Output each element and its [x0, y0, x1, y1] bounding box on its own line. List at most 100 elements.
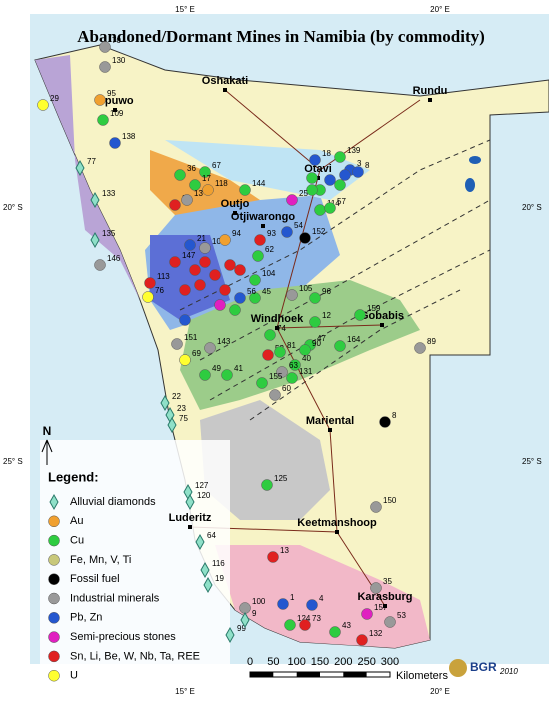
- scale-label: 150: [311, 656, 329, 668]
- mine-label: 106: [212, 237, 226, 246]
- mine-label: 64: [207, 531, 216, 540]
- mine-label: 127: [195, 481, 209, 490]
- town-label: Otavi: [304, 163, 332, 175]
- legend-symbol: [48, 650, 60, 663]
- legend-symbol: [48, 669, 60, 682]
- mine-cu: [264, 329, 276, 341]
- mine-pb: [352, 166, 364, 178]
- legend-symbol: [48, 554, 60, 566]
- town-label: Rundu: [413, 85, 448, 97]
- mine-label: 151: [184, 333, 198, 342]
- mine-semi: [286, 194, 298, 206]
- mine-pb: [339, 169, 351, 181]
- mine-cu: [306, 172, 318, 184]
- pans: [465, 156, 481, 192]
- mine-dia: [90, 191, 100, 209]
- mine-cu: [334, 179, 346, 191]
- mine-sn: [267, 551, 279, 563]
- mine-fossil: [379, 416, 391, 428]
- mine-label: 100: [252, 597, 266, 606]
- mine-sn: [189, 264, 201, 276]
- mine-label: 13: [280, 546, 289, 555]
- legend-symbol: [48, 631, 60, 643]
- mine-label: 81: [287, 341, 296, 350]
- town-label: Luderitz: [169, 512, 212, 524]
- mine-label: 105: [299, 284, 313, 293]
- mine-label: 138: [122, 132, 136, 141]
- legend-symbol: [48, 534, 60, 547]
- town-label: Otjiwarongo: [231, 211, 295, 223]
- mine-cu: [252, 250, 264, 262]
- mine-label: 144: [252, 179, 266, 188]
- lat-label: 20° S: [3, 203, 23, 212]
- mine-label: 150: [383, 496, 397, 505]
- mine-ind: [414, 342, 426, 354]
- legend-symbol: [48, 612, 60, 624]
- town-label: Gobabis: [360, 310, 404, 322]
- mine-sn: [169, 199, 181, 211]
- legend-label: Fe, Mn, V, Ti: [70, 554, 131, 566]
- mine-dia: [75, 159, 85, 177]
- mine-label: 96: [322, 287, 331, 296]
- mine-cu: [249, 274, 261, 286]
- mine-label: 130: [112, 56, 126, 65]
- mine-cu: [97, 114, 109, 126]
- mine-dia: [185, 493, 195, 511]
- legend-label: Sn, Li, Be, W, Nb, Ta, REE: [70, 650, 200, 662]
- mine-sn: [262, 349, 274, 361]
- mine-cu: [354, 309, 366, 321]
- town-dot: [380, 323, 384, 327]
- mine-ind: [171, 338, 183, 350]
- mine-label: 124: [297, 614, 311, 623]
- mine-label: 43: [342, 621, 351, 630]
- mine-label: 63: [289, 361, 298, 370]
- mine-semi: [361, 608, 373, 620]
- mine-cu: [334, 151, 346, 163]
- mine-cu: [306, 184, 318, 196]
- mine-pb: [306, 599, 318, 611]
- town-dot: [383, 604, 387, 608]
- logo-icon: [449, 659, 467, 677]
- legend-title: Legend:: [48, 469, 99, 484]
- title: Abandoned/Dormant Mines in Namibia (by c…: [77, 27, 485, 46]
- mine-pb: [109, 137, 121, 149]
- mine-label: 75: [179, 414, 188, 423]
- mine-cu: [249, 292, 261, 304]
- mine-label: 35: [383, 577, 392, 586]
- scale-label: 0: [247, 656, 253, 668]
- mine-sn: [209, 269, 221, 281]
- mine-cu: [256, 377, 268, 389]
- mine-sn: [224, 259, 236, 271]
- mine-label: 94: [232, 229, 241, 238]
- lat-label: 25° S: [3, 457, 23, 466]
- scale-label: 250: [357, 656, 375, 668]
- mine-label: 95: [107, 89, 116, 98]
- town-label: Mariental: [306, 415, 354, 427]
- mine-label: 60: [282, 384, 291, 393]
- town-dot: [275, 326, 279, 330]
- mine-label: 18: [322, 149, 331, 158]
- mine-label: 132: [369, 629, 383, 638]
- mine-ind: [199, 242, 211, 254]
- mine-sn: [144, 277, 156, 289]
- mine-label: 54: [294, 221, 303, 230]
- mine-cu: [299, 344, 311, 356]
- town-dot: [233, 211, 237, 215]
- lon-label: 15° E: [175, 687, 195, 696]
- mine-label: 17: [202, 174, 211, 183]
- mine-sn: [169, 256, 181, 268]
- scale-label: 50: [267, 656, 279, 668]
- mine-ind: [370, 582, 382, 594]
- mine-label: 155: [269, 372, 283, 381]
- mine-label: 157: [374, 603, 388, 612]
- mine-pb: [281, 226, 293, 238]
- town-dot: [188, 525, 192, 529]
- mine-label: 9: [252, 609, 257, 618]
- lon-label: 20° E: [430, 5, 450, 14]
- mine-label: 67: [212, 161, 221, 170]
- mine-ind: [276, 366, 288, 378]
- mine-label: 146: [107, 254, 121, 263]
- mine-cu: [274, 346, 286, 358]
- mine-cu: [229, 304, 241, 316]
- mine-label: 41: [234, 364, 243, 373]
